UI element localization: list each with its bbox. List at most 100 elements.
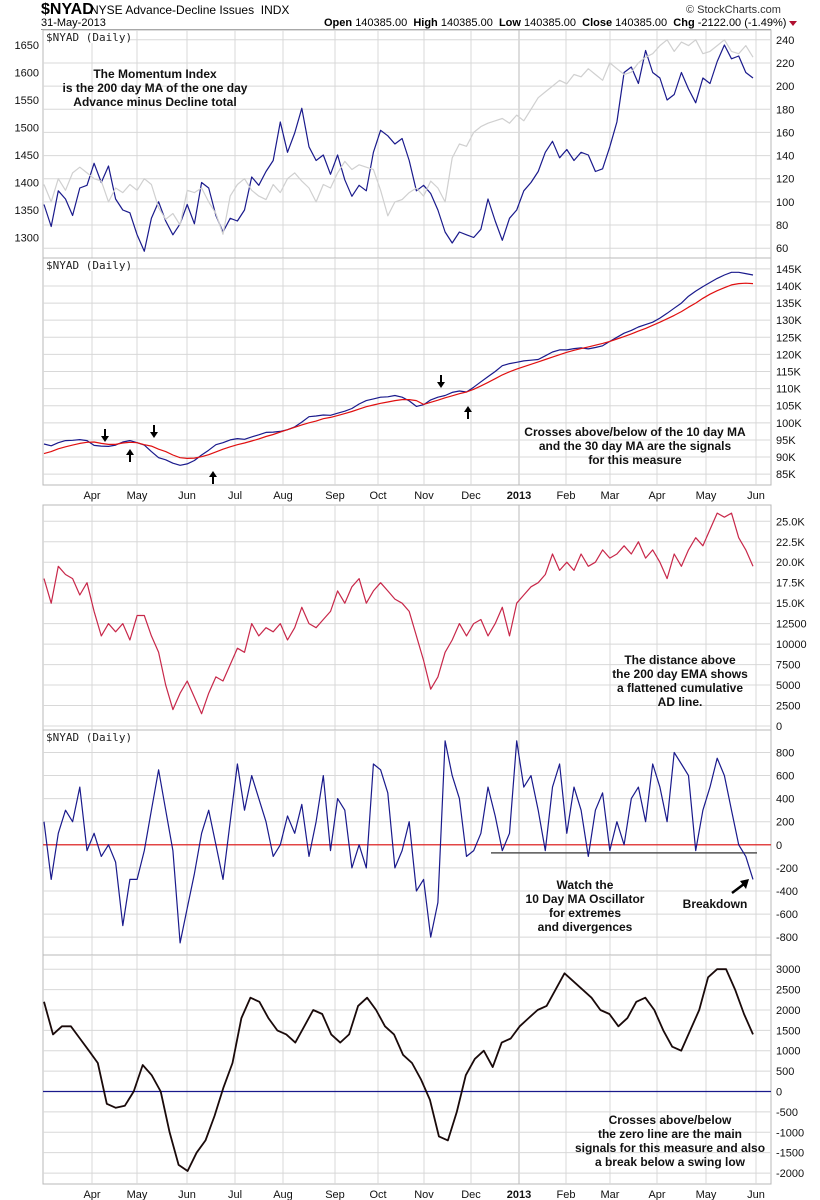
arrow-head (150, 432, 158, 438)
panel-frame (42, 29, 772, 259)
y-tick-label-right: 100 (776, 197, 794, 209)
y-tick-label-left: 1450 (15, 150, 39, 162)
y-tick-label-right: -200 (776, 863, 798, 875)
x-tick-label: May (696, 1189, 717, 1200)
y-tick-label-right: 135K (776, 298, 802, 310)
exchange: INDX (260, 3, 290, 17)
x-tick-label: Oct (369, 490, 386, 502)
y-tick-label-right: 600 (776, 771, 794, 783)
y-tick-label-right: -600 (776, 909, 798, 921)
x-tick-label: Feb (557, 490, 576, 502)
arrow-head (740, 879, 749, 889)
y-tick-label-right: 130K (776, 315, 802, 327)
y-tick-label-right: 60 (776, 243, 788, 255)
y-tick-label-left: 1650 (15, 40, 39, 52)
panel-label-bg (44, 31, 128, 43)
arrow-head (126, 449, 134, 455)
y-tick-label-right: 17.5K (776, 578, 805, 590)
high-label: High (413, 17, 438, 29)
y-tick-label-right: 140 (776, 151, 794, 163)
annotation-line: The distance above (624, 653, 736, 667)
series-line-distance-above-200-ema (43, 512, 754, 715)
x-tick-label: Dec (461, 1189, 481, 1200)
x-tick-label: Mar (601, 1189, 620, 1200)
open-value: 140385.00 (355, 17, 408, 29)
panel-3: 0 2500 5000 7500 10000 12500 15.0K 17.5K 20.0K 22… (42, 504, 807, 733)
annotation-line: signals for this measure and also (574, 1141, 766, 1155)
annotation-line: a flattened cumulative (616, 681, 744, 695)
y-tick-label-right: 5000 (776, 680, 800, 692)
panel-label: $NYAD (Daily) (46, 31, 132, 44)
low-value: 140385.00 (524, 17, 577, 29)
annotation-line: and divergences (537, 920, 633, 934)
y-tick-label-right: 0 (776, 721, 782, 733)
chart-header: $NYAD NYSE Advance-Decline Issues INDX ©… (0, 0, 820, 30)
y-tick-label-right: 10000 (776, 639, 807, 651)
y-tick-label-right: -500 (776, 1107, 798, 1119)
y-tick-label-right: 200 (776, 817, 794, 829)
annotation-distance: The distance above the 200 day EMA shows… (610, 653, 750, 709)
y-tick-label-left: 1600 (15, 68, 39, 80)
y-tick-label-right: 7500 (776, 660, 800, 672)
y-tick-label-right: 400 (776, 794, 794, 806)
y-tick-label-right: 95K (776, 435, 796, 447)
panel-label-bg (44, 259, 128, 271)
y-tick-label-right: -2000 (776, 1168, 804, 1180)
annotation-line: Watch the (556, 878, 614, 892)
y-tick-label-right: 80 (776, 220, 788, 232)
y-tick-label-right: -800 (776, 932, 798, 944)
x-tick-label: Jun (747, 1189, 765, 1200)
annotation-oscillator: Watch the 10 Day MA Oscillator for extre… (515, 878, 655, 934)
arrow-up-icon (209, 471, 217, 484)
x-tick-label: Jul (228, 1189, 242, 1200)
x-tick-label: May (696, 490, 717, 502)
x-tick-label: Jun (178, 1189, 196, 1200)
x-tick-label: Sep (325, 1189, 345, 1200)
y-tick-label-right: 105K (776, 401, 802, 413)
y-tick-label-right: 15.0K (776, 598, 805, 610)
y-tick-label-right: 20.0K (776, 557, 805, 569)
series-line-10-day-ma (43, 271, 754, 466)
annotation-momentum: The Momentum Index is the 200 day MA of … (40, 67, 270, 109)
y-tick-label-right: 200 (776, 81, 794, 93)
series-line-comparison-right- (43, 39, 754, 235)
y-tick-label-right: 115K (776, 367, 802, 379)
y-tick-label-left: 1550 (15, 95, 39, 107)
panel-label: $NYAD (Daily) (46, 259, 132, 272)
series-line-smoothed-oscillator (43, 968, 754, 1172)
y-tick-label-right: -1500 (776, 1148, 804, 1160)
arrow-down-icon (101, 429, 109, 442)
y-tick-label-right: 110K (776, 384, 802, 396)
open-label: Open (324, 17, 353, 29)
y-tick-label-right: 1000 (776, 1046, 800, 1058)
y-tick-label-right: 125K (776, 332, 802, 344)
down-triangle-icon (789, 20, 798, 26)
y-tick-label-right: 2500 (776, 985, 800, 997)
panel-label: $NYAD (Daily) (46, 731, 132, 744)
arrow-head (101, 436, 109, 442)
arrow-head (209, 471, 217, 477)
annotation-line: for this measure (588, 453, 682, 467)
y-tick-label-right: 25.0K (776, 516, 805, 528)
annotation-cumulative: Crosses above/below of the 10 day MA and… (510, 425, 760, 467)
panel-frame (42, 729, 772, 956)
panel-frame (42, 504, 772, 731)
y-tick-label-right: 160 (776, 127, 794, 139)
y-tick-label-right: 85K (776, 469, 796, 481)
annotation-smoothed: Crosses above/below the zero line are th… (560, 1113, 780, 1169)
annotation-line: AD line. (657, 695, 703, 709)
arrow-up-icon (126, 449, 134, 462)
arrow-head (464, 406, 472, 412)
series-line-10-day-ma-oscillator (43, 740, 754, 944)
arrow-down-icon (437, 375, 445, 388)
x-tick-label: Aug (273, 1189, 293, 1200)
x-tick-label: May (127, 490, 148, 502)
y-tick-label-right: 22.5K (776, 537, 805, 549)
y-tick-label-right: 12500 (776, 619, 807, 631)
y-tick-label-right: 145K (776, 264, 802, 276)
series-line-momentum-index-left- (43, 44, 754, 252)
arrow-shaft (731, 883, 745, 894)
x-tick-label: Jun (178, 490, 196, 502)
y-tick-label-left: 1350 (15, 205, 39, 217)
